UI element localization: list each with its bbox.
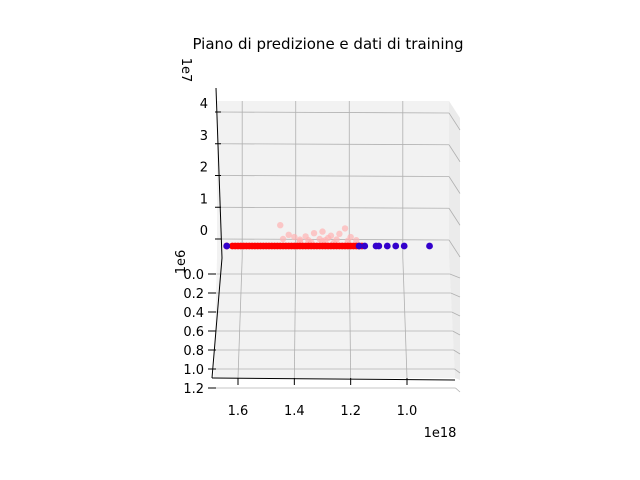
data-points — [223, 222, 433, 250]
grid-line-y-side — [451, 311, 461, 317]
x-axis-line — [211, 377, 456, 381]
scatter-point-faint — [310, 230, 318, 237]
scatter-point-blue — [383, 242, 391, 250]
scatter-point-faint — [285, 231, 292, 238]
scatter-point-faint — [341, 225, 349, 232]
back-pane — [217, 101, 449, 257]
grid-line-z — [216, 111, 450, 114]
grid-line-z — [216, 206, 450, 209]
grid-line-z-side — [448, 239, 461, 258]
y-tick-label: 0.6 — [183, 325, 204, 340]
side-pane — [449, 101, 460, 380]
y-tick-label: 1.2 — [183, 382, 204, 397]
scatter-point-faint — [322, 237, 329, 244]
scatter-point-blue — [355, 242, 363, 250]
floor-pane — [214, 257, 455, 378]
y-tick-label: 0.0 — [183, 268, 204, 283]
grid — [213, 101, 461, 393]
x-tick-label: 1.2 — [340, 404, 361, 419]
grid-line-x-floor — [293, 256, 297, 379]
z-axis-line — [215, 87, 223, 259]
scatter-point-faint — [296, 238, 304, 245]
grid-line-z — [216, 238, 450, 241]
y-tick-label: 0.2 — [183, 287, 204, 302]
z-tick-label: 3 — [200, 129, 208, 144]
x-tick-label: 1.6 — [228, 404, 249, 419]
grid-line-y-side — [454, 368, 461, 374]
scatter-point-blue — [392, 242, 400, 250]
grid-line-x-floor — [402, 256, 408, 379]
grid-line-z-side — [448, 112, 461, 131]
scatter-point-faint — [344, 237, 352, 245]
grid-line-y-side — [455, 387, 461, 393]
scatter-point-blue — [223, 242, 231, 250]
x-axis-offset-label: 1e18 — [424, 426, 457, 441]
y-tick-label: 0.4 — [183, 306, 204, 321]
grid-line-z-side — [448, 208, 461, 226]
grid-line-y-side — [452, 330, 461, 336]
scatter-point-faint — [279, 235, 287, 243]
scatter-point-blue — [400, 242, 408, 250]
scatter-point-blue — [375, 242, 383, 250]
grid-line-z-side — [448, 176, 461, 194]
axes — [208, 87, 456, 389]
z-tick-label: 2 — [200, 161, 208, 176]
scatter-point-faint — [353, 237, 360, 244]
y-tick-label: 1.0 — [183, 363, 204, 378]
x-tick-label: 1.4 — [284, 404, 305, 419]
scatter-point-faint — [336, 230, 343, 238]
scatter-point-faint — [291, 233, 298, 241]
grid-line-x-floor — [237, 256, 243, 379]
chart-title: Piano di predizione e dati di training — [192, 35, 463, 53]
z-tick-label: 4 — [200, 97, 208, 112]
scatter-point-faint — [277, 222, 284, 229]
x-tick-label: 1.0 — [397, 404, 418, 419]
grid-line-z — [216, 175, 450, 177]
z-tick-label: 0 — [200, 224, 208, 239]
scatter-point-blue — [361, 242, 369, 250]
grid-line-z-side — [448, 144, 461, 162]
grid-line-y-side — [449, 273, 461, 279]
scatter-point-faint — [319, 228, 326, 235]
grid-line-x-floor — [348, 256, 352, 379]
y-axis-offset-label: 1e6 — [174, 250, 189, 275]
grid-line-z — [216, 143, 450, 146]
scatter-point-blue — [426, 242, 433, 250]
grid-line-y-side — [453, 349, 461, 355]
z-tick-label: 1 — [200, 192, 208, 207]
grid-line-y-side — [450, 292, 461, 298]
y-tick-label: 0.8 — [183, 344, 204, 359]
tick-labels: 0 1 2 3 4 0.0 0.2 0.4 0.6 0.8 1.0 1.2 1.6 1.4 1.2 1.0 — [183, 97, 417, 419]
z-axis-offset-label: 1e7 — [178, 58, 193, 83]
y-axis-line — [211, 257, 223, 379]
scatter-point-faint — [327, 232, 335, 239]
